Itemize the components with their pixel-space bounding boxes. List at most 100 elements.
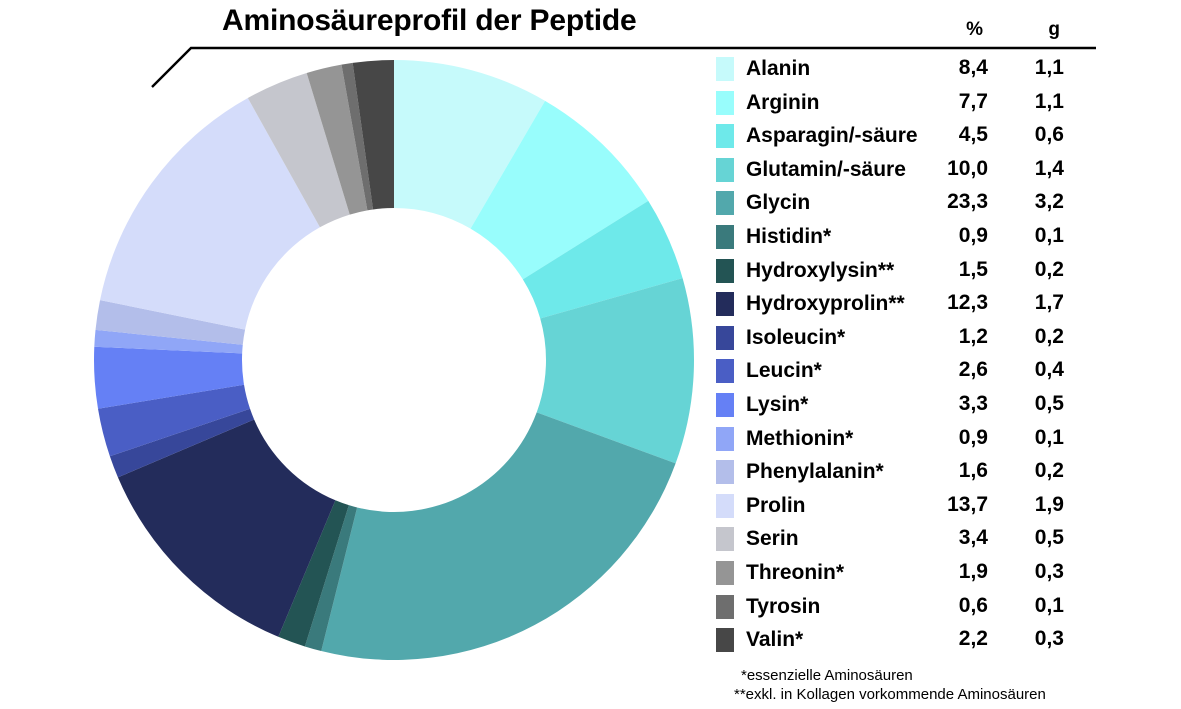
legend-item-glycin: Glycin 23,3 3,2 [716,190,1076,224]
legend-percent-value: 8,4 [958,56,988,79]
slice-hydroxylysin [278,500,349,647]
legend-swatch [716,258,734,283]
legend-swatch [716,157,734,182]
grams-column-header: g [1048,19,1060,40]
legend-label: Methionin* [746,426,854,450]
legend-swatch [716,191,734,216]
legend-item-phenylalanin: Phenylalanin* 1,6 0,2 [716,459,1076,493]
legend-item-valin: Valin* 2,2 0,3 [716,627,1076,661]
legend-grams-value: 1,9 [1034,492,1064,516]
chart-title: Aminosäureprofil der Peptide [222,4,637,37]
legend-percent-value: 2,2 [958,627,988,651]
legend-swatch [716,57,734,81]
legend-percent-value: 23,3 [947,190,988,214]
slice-glycin [321,412,676,660]
legend-item-hydroxylysin: Hydroxylysin** 1,5 0,2 [716,258,1076,292]
slice-valin [352,60,394,210]
legend-percent-value: 10,0 [947,156,988,180]
legend-grams-value: 0,2 [1034,459,1064,483]
slice-arginin [470,100,649,280]
legend-item-isoleucin: Isoleucin* 1,2 0,2 [716,325,1076,359]
legend-percent-value: 1,6 [958,459,988,483]
legend-percent-value: 13,7 [947,492,988,516]
legend-swatch [716,493,734,518]
legend-item-tyrosin: Tyrosin 0,6 0,1 [716,594,1076,628]
legend-grams-value: 1,7 [1034,291,1064,315]
slice-leucin [97,384,251,457]
slice-methionin [94,329,243,354]
legend-item-threonin: Threonin* 1,9 0,3 [716,560,1076,594]
slice-histidin [304,505,358,652]
legend-item-asparagin-säure: Asparagin/-säure 4,5 0,6 [716,123,1076,157]
legend-label: Glycin [746,191,811,215]
slice-threonin [306,64,368,215]
slice-prolin [100,98,320,330]
slice-serin [247,72,350,228]
legend-item-hydroxyprolin: Hydroxyprolin** 12,3 1,7 [716,291,1076,325]
slice-glutamin-säure [536,278,694,464]
legend-grams-value: 3,2 [1034,190,1064,214]
legend-grams-value: 1,1 [1034,89,1064,113]
slice-phenylalanin [95,300,246,345]
legend-label: Arginin [746,90,820,114]
legend-swatch [716,325,734,350]
legend-grams-value: 0,1 [1034,425,1064,449]
footnote-collagen: **exkl. in Kollagen vorkommende Aminosäu… [734,686,1046,703]
legend-label: Isoleucin* [746,325,846,349]
legend-grams-value: 0,5 [1034,391,1064,415]
legend-label: Threonin* [746,560,844,584]
legend-grams-value: 0,1 [1034,223,1064,247]
legend-percent-value: 1,5 [958,257,988,281]
legend-swatch [716,560,734,585]
legend-label: Lysin* [746,392,809,416]
legend-grams-value: 0,3 [1034,559,1064,583]
legend-percent-value: 12,3 [947,291,988,315]
legend-swatch [716,426,734,451]
legend-percent-value: 1,2 [958,324,988,348]
legend-grams-value: 0,1 [1034,593,1064,617]
legend-swatch [716,628,734,653]
legend-grams-value: 0,3 [1034,627,1064,651]
legend-percent-value: 3,3 [958,391,988,415]
legend-label: Hydroxyprolin** [746,292,905,316]
slice-alanin [394,60,546,229]
legend-label: Leucin* [746,359,822,383]
legend-grams-value: 0,2 [1034,257,1064,281]
donut-chart [94,60,694,660]
legend-swatch [716,460,734,485]
legend-grams-value: 1,1 [1034,56,1064,79]
legend-percent-value: 0,6 [958,593,988,617]
slice-isoleucin [109,408,255,478]
slice-asparagin-säure [522,200,683,319]
legend-item-leucin: Leucin* 2,6 0,4 [716,358,1076,392]
legend-label: Alanin [746,57,811,80]
legend-item-serin: Serin 3,4 0,5 [716,526,1076,560]
slice-tyrosin [341,62,374,211]
legend-swatch [716,90,734,115]
legend-item-alanin: Alanin 8,4 1,1 [716,56,1076,90]
legend-item-glutamin-säure: Glutamin/-säure 10,0 1,4 [716,157,1076,191]
slice-lysin [94,346,245,409]
legend-swatch [716,594,734,619]
legend-label: Serin [746,527,799,551]
legend-label: Asparagin/-säure [746,124,918,148]
footnote-essential: *essenzielle Aminosäuren [741,667,913,684]
percent-column-header: % [966,19,983,40]
legend-item-methionin: Methionin* 0,9 0,1 [716,426,1076,460]
legend-label: Tyrosin [746,594,821,618]
legend: Alanin 8,4 1,1 Arginin 7,7 1,1 Asparagin/-säur… [716,56,1076,661]
legend-label: Prolin [746,493,806,517]
legend-grams-value: 0,2 [1034,324,1064,348]
legend-percent-value: 2,6 [958,358,988,382]
legend-label: Hydroxylysin** [746,258,895,282]
legend-grams-value: 0,5 [1034,526,1064,550]
legend-swatch [716,124,734,149]
legend-grams-value: 1,4 [1034,156,1064,180]
legend-item-prolin: Prolin 13,7 1,9 [716,493,1076,527]
legend-grams-value: 0,6 [1034,123,1064,147]
slice-hydroxyprolin [117,419,336,637]
legend-percent-value: 0,9 [958,425,988,449]
legend-label: Histidin* [746,224,832,248]
legend-percent-value: 3,4 [958,526,988,550]
